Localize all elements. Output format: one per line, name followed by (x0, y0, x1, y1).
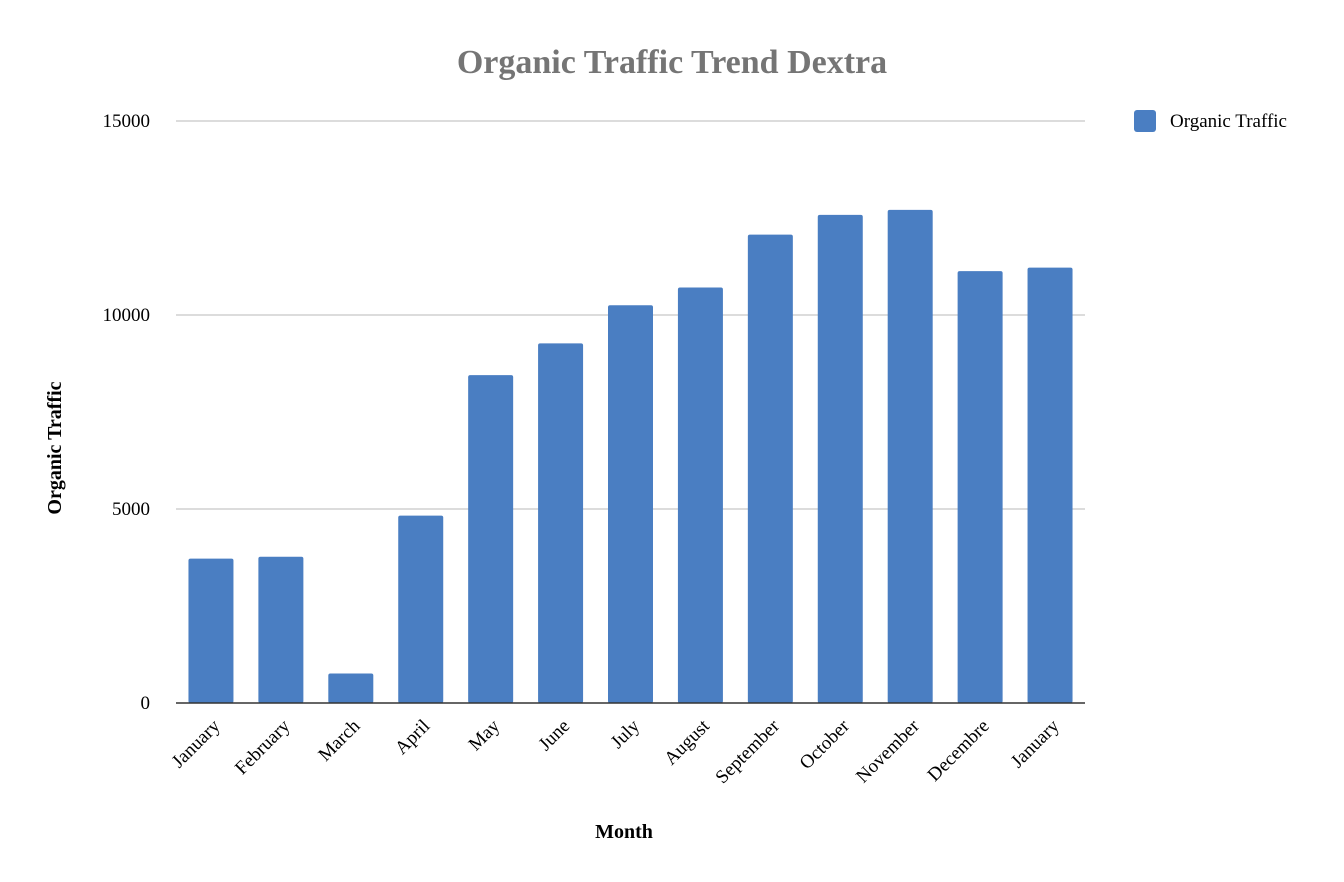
x-tick-label: March (314, 715, 364, 765)
x-tick-label: September (712, 715, 785, 788)
legend-label: Organic Traffic (1170, 111, 1287, 132)
y-tick-label: 15000 (103, 111, 151, 132)
y-tick-label: 10000 (103, 305, 151, 326)
x-tick-label: July (607, 715, 645, 753)
y-tick-label: 5000 (112, 499, 150, 520)
bar (398, 515, 444, 703)
bar (957, 271, 1003, 703)
x-tick-label: August (660, 715, 714, 769)
x-tick-label: November (852, 715, 924, 787)
y-axis-ticks: 0 5000 10000 15000 (103, 111, 151, 714)
bar (608, 305, 653, 703)
bar (747, 234, 793, 703)
bars (188, 209, 1073, 704)
x-tick-label: May (465, 715, 505, 755)
bar (677, 287, 723, 703)
x-tick-label: February (231, 715, 295, 779)
bar (258, 556, 304, 703)
legend-swatch (1134, 110, 1156, 132)
bar (468, 375, 514, 703)
x-axis-label: Month (595, 821, 653, 843)
x-tick-label: June (535, 716, 574, 755)
bar (188, 558, 234, 703)
legend: Organic Traffic (1134, 110, 1287, 132)
bar (887, 209, 933, 704)
bar (1027, 267, 1073, 703)
x-tick-label: Decembre (924, 716, 994, 786)
bar (328, 673, 374, 703)
y-axis-label: Organic Traffic (44, 381, 66, 514)
x-tick-label: October (796, 715, 855, 774)
x-axis-ticks: January February March April May June July Augu… (168, 715, 1064, 788)
x-tick-label: April (391, 716, 434, 759)
chart-title: Organic Traffic Trend Dextra (457, 44, 887, 81)
bar (538, 343, 584, 703)
x-tick-label: January (168, 715, 225, 772)
bar (817, 214, 863, 703)
x-tick-label: January (1007, 715, 1064, 772)
y-tick-label: 0 (141, 693, 151, 714)
